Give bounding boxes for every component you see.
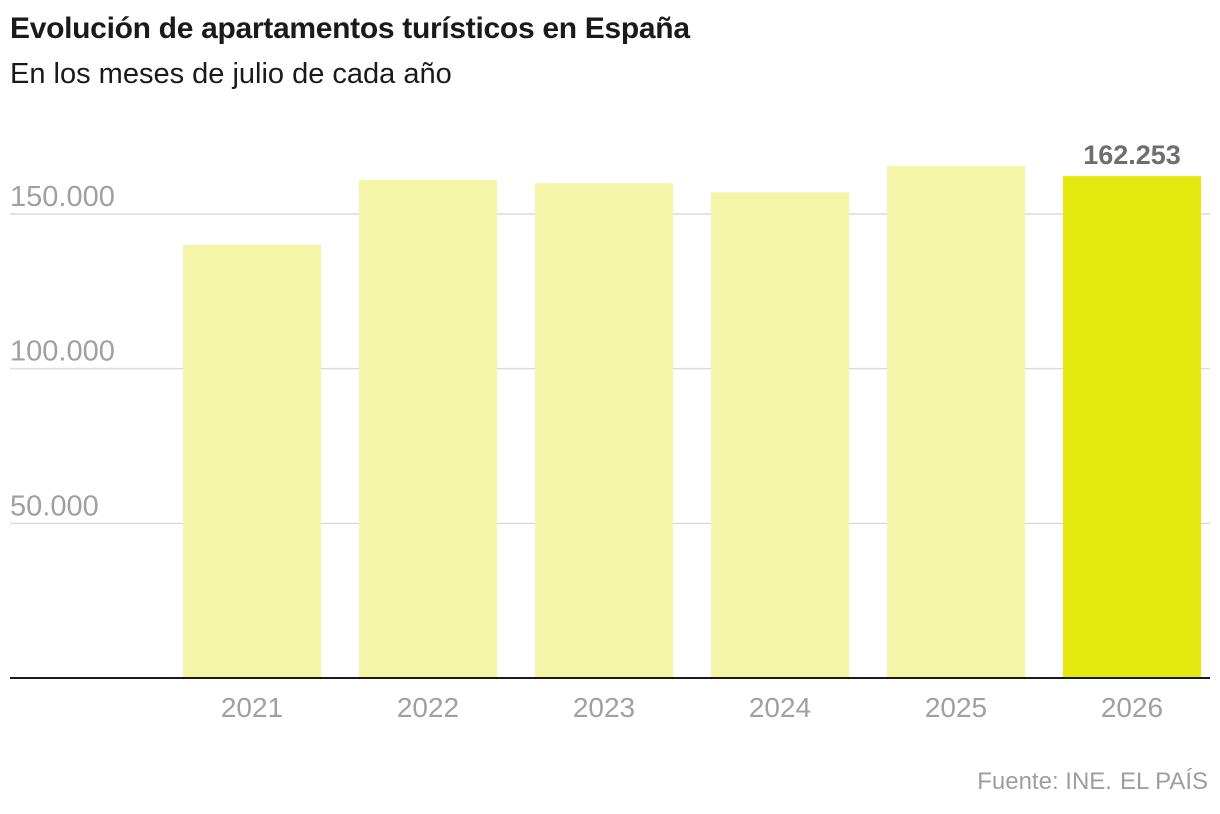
x-tick-label: 2022 — [397, 692, 459, 723]
bar-2021 — [183, 244, 321, 678]
bar-2025 — [887, 166, 1025, 678]
y-tick-label: 50.000 — [10, 490, 99, 522]
bar-2023 — [535, 183, 673, 679]
chart-title: Evolución de apartamentos turísticos en … — [10, 12, 690, 45]
y-tick-label: 100.000 — [10, 336, 115, 368]
y-tick-label: 150.000 — [10, 181, 115, 213]
x-tick-label: 2024 — [749, 692, 811, 723]
source-outlet: EL PAÍS — [1119, 768, 1208, 795]
value-label: 162.253 — [1083, 140, 1181, 170]
source-note: Fuente: INE. EL PAÍS — [977, 768, 1208, 796]
x-tick-label: 2026 — [1101, 692, 1163, 723]
bar-2026 — [1063, 176, 1201, 678]
chart-subtitle: En los meses de julio de cada año — [10, 58, 452, 90]
bar-2022 — [359, 179, 497, 678]
x-tick-label: 2021 — [221, 692, 283, 723]
x-tick-label: 2025 — [925, 692, 987, 723]
x-tick-label: 2023 — [573, 692, 635, 723]
labels: 50.000 100.000 150.000 2021 2022 2023 2024 2025… — [10, 140, 1181, 723]
bar-2024 — [711, 192, 849, 678]
bars — [183, 166, 1201, 679]
source-text: Fuente: INE. — [977, 768, 1112, 795]
